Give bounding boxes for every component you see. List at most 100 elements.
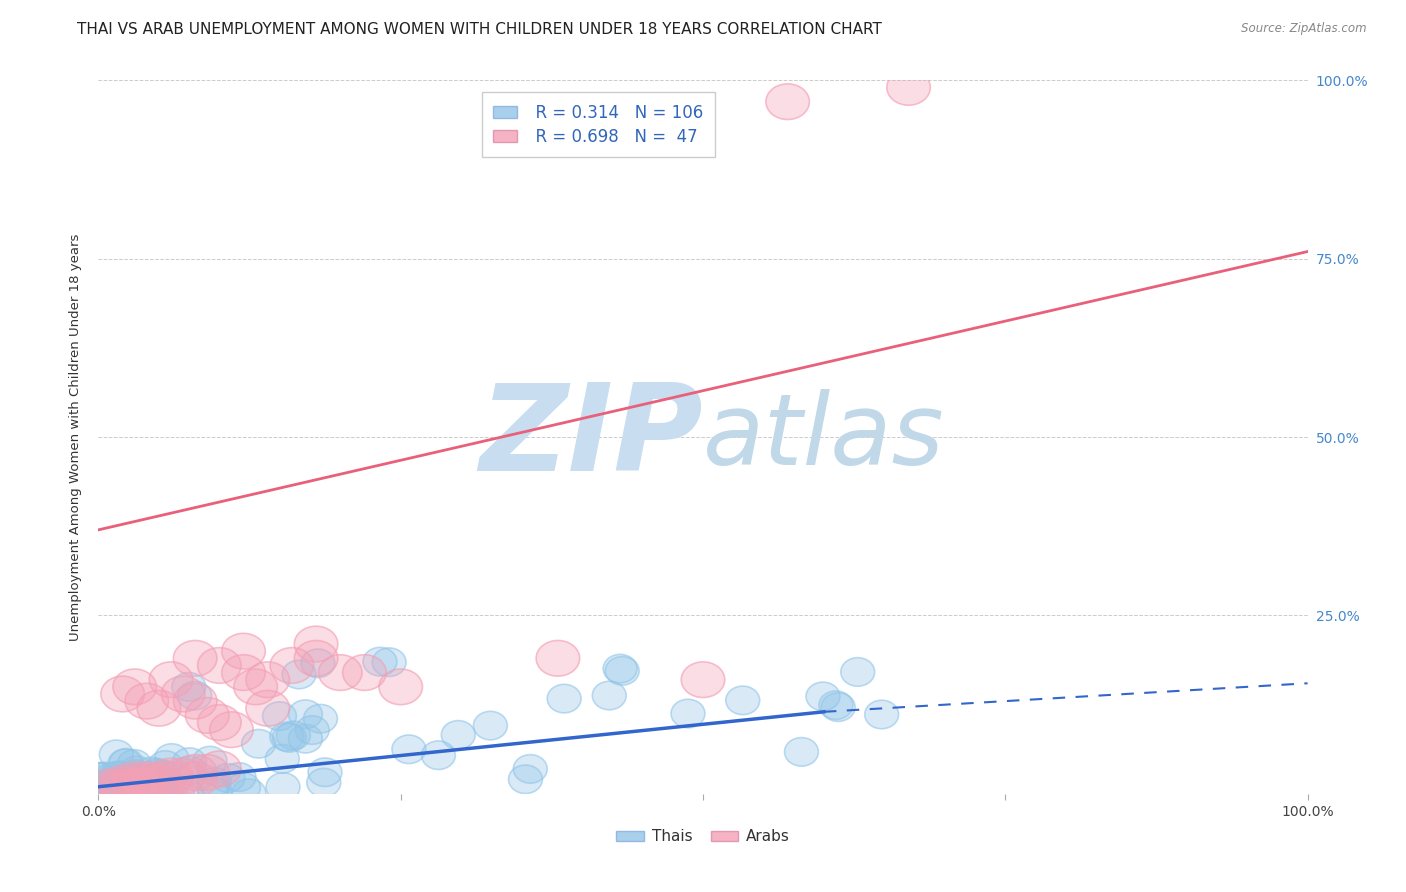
- Ellipse shape: [725, 686, 759, 714]
- Ellipse shape: [107, 779, 141, 807]
- Ellipse shape: [288, 700, 322, 729]
- Ellipse shape: [104, 766, 138, 795]
- Ellipse shape: [308, 758, 342, 787]
- Ellipse shape: [146, 761, 181, 789]
- Ellipse shape: [592, 681, 626, 710]
- Ellipse shape: [766, 84, 810, 120]
- Ellipse shape: [108, 749, 142, 778]
- Ellipse shape: [141, 778, 176, 806]
- Ellipse shape: [195, 772, 231, 800]
- Ellipse shape: [162, 676, 205, 712]
- Ellipse shape: [125, 762, 169, 797]
- Ellipse shape: [101, 769, 145, 805]
- Ellipse shape: [232, 779, 266, 807]
- Ellipse shape: [117, 768, 150, 797]
- Text: ZIP: ZIP: [479, 378, 703, 496]
- Ellipse shape: [363, 648, 396, 676]
- Ellipse shape: [91, 770, 125, 798]
- Ellipse shape: [513, 755, 547, 783]
- Ellipse shape: [111, 773, 145, 802]
- Ellipse shape: [114, 763, 148, 791]
- Ellipse shape: [270, 723, 304, 751]
- Ellipse shape: [112, 765, 156, 801]
- Ellipse shape: [112, 669, 156, 705]
- Ellipse shape: [125, 776, 159, 805]
- Ellipse shape: [104, 779, 138, 807]
- Ellipse shape: [177, 681, 212, 710]
- Ellipse shape: [149, 751, 183, 780]
- Ellipse shape: [222, 763, 256, 791]
- Ellipse shape: [138, 765, 180, 801]
- Ellipse shape: [197, 768, 232, 797]
- Ellipse shape: [209, 712, 253, 747]
- Ellipse shape: [536, 640, 579, 676]
- Ellipse shape: [222, 655, 266, 690]
- Ellipse shape: [865, 700, 898, 729]
- Ellipse shape: [173, 683, 217, 719]
- Ellipse shape: [136, 772, 172, 800]
- Ellipse shape: [135, 757, 169, 786]
- Ellipse shape: [138, 690, 180, 726]
- Ellipse shape: [304, 705, 337, 733]
- Ellipse shape: [246, 690, 290, 726]
- Ellipse shape: [294, 626, 337, 662]
- Ellipse shape: [107, 778, 141, 806]
- Ellipse shape: [138, 762, 180, 797]
- Ellipse shape: [134, 764, 167, 793]
- Ellipse shape: [120, 756, 153, 785]
- Ellipse shape: [173, 747, 207, 776]
- Ellipse shape: [103, 761, 136, 789]
- Ellipse shape: [100, 762, 134, 790]
- Ellipse shape: [198, 705, 240, 740]
- Ellipse shape: [131, 777, 165, 805]
- Ellipse shape: [125, 765, 169, 801]
- Ellipse shape: [84, 775, 118, 804]
- Ellipse shape: [162, 758, 205, 794]
- Ellipse shape: [149, 758, 193, 794]
- Text: atlas: atlas: [703, 389, 945, 485]
- Ellipse shape: [115, 778, 149, 806]
- Ellipse shape: [93, 774, 127, 803]
- Ellipse shape: [301, 649, 335, 678]
- Ellipse shape: [118, 764, 152, 792]
- Ellipse shape: [89, 769, 132, 805]
- Ellipse shape: [263, 702, 297, 731]
- Ellipse shape: [89, 763, 122, 791]
- Ellipse shape: [155, 744, 188, 772]
- Ellipse shape: [101, 765, 145, 801]
- Ellipse shape: [173, 762, 217, 797]
- Ellipse shape: [422, 741, 456, 770]
- Ellipse shape: [818, 691, 853, 720]
- Ellipse shape: [101, 676, 145, 712]
- Ellipse shape: [671, 699, 704, 728]
- Ellipse shape: [136, 772, 170, 801]
- Ellipse shape: [242, 730, 276, 758]
- Ellipse shape: [86, 771, 120, 799]
- Ellipse shape: [373, 648, 406, 676]
- Legend: Thais, Arabs: Thais, Arabs: [610, 823, 796, 850]
- Ellipse shape: [83, 763, 117, 791]
- Ellipse shape: [84, 763, 118, 791]
- Ellipse shape: [682, 662, 724, 698]
- Ellipse shape: [198, 648, 240, 683]
- Ellipse shape: [474, 711, 508, 739]
- Ellipse shape: [115, 765, 149, 794]
- Ellipse shape: [603, 655, 637, 683]
- Ellipse shape: [86, 776, 120, 805]
- Ellipse shape: [277, 721, 311, 749]
- Ellipse shape: [97, 773, 131, 802]
- Ellipse shape: [288, 724, 322, 753]
- Ellipse shape: [547, 684, 581, 713]
- Ellipse shape: [343, 655, 387, 690]
- Ellipse shape: [270, 648, 314, 683]
- Ellipse shape: [266, 745, 299, 773]
- Ellipse shape: [211, 764, 245, 792]
- Ellipse shape: [112, 778, 146, 806]
- Ellipse shape: [149, 662, 193, 698]
- Ellipse shape: [139, 759, 173, 788]
- Ellipse shape: [806, 682, 839, 711]
- Ellipse shape: [112, 776, 146, 805]
- Ellipse shape: [226, 773, 260, 802]
- Ellipse shape: [125, 769, 169, 805]
- Ellipse shape: [294, 640, 337, 676]
